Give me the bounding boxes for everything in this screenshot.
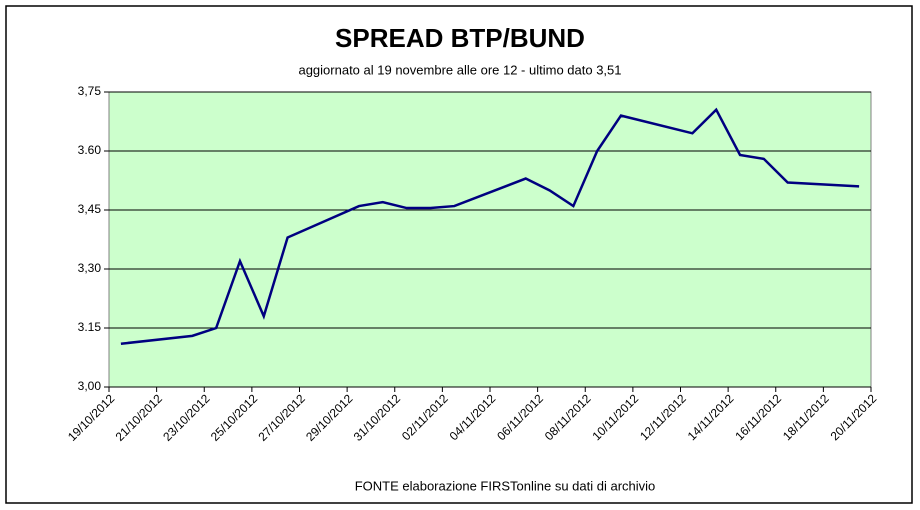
chart-subtitle: aggiornato al 19 novembre alle ore 12 - … [298, 62, 621, 77]
chart-title: SPREAD BTP/BUND [335, 23, 585, 53]
y-tick-label: 3,30 [78, 261, 102, 275]
y-tick-label: 3,75 [78, 84, 102, 98]
data-line [120, 107, 860, 345]
y-tick-label: 3,00 [78, 379, 102, 393]
source-note: FONTE elaborazione FIRSTonline su dati d… [355, 478, 656, 493]
y-tick-label: 3.15 [78, 320, 102, 334]
y-tick-label: 3,45 [78, 202, 102, 216]
y-tick-label: 3.60 [78, 143, 102, 157]
plot-area [108, 91, 872, 388]
